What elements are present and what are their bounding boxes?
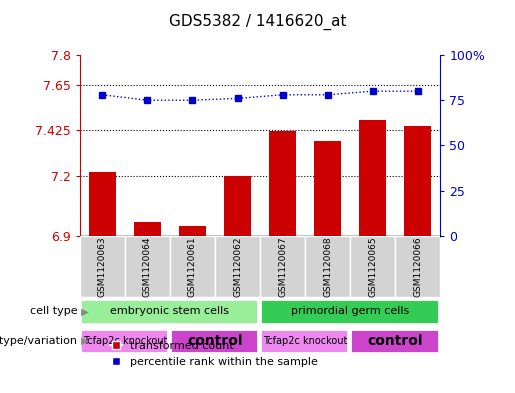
Text: GSM1120063: GSM1120063 [98, 236, 107, 297]
Text: embryonic stem cells: embryonic stem cells [110, 307, 230, 316]
Text: ▶: ▶ [78, 307, 89, 316]
Bar [170, 329, 258, 353]
Text: GSM1120067: GSM1120067 [278, 236, 287, 297]
Text: ▶: ▶ [78, 336, 89, 346]
Bar [260, 329, 348, 353]
Text: Tcfap2c knockout: Tcfap2c knockout [83, 336, 167, 346]
Bar [215, 236, 260, 297]
Bar [396, 236, 440, 297]
Text: GSM1120066: GSM1120066 [414, 236, 422, 297]
Bar [80, 329, 168, 353]
Text: GSM1120065: GSM1120065 [368, 236, 377, 297]
Bar [305, 236, 350, 297]
Bar [350, 329, 438, 353]
Text: GSM1120061: GSM1120061 [188, 236, 197, 297]
Text: GSM1120062: GSM1120062 [233, 236, 242, 296]
Bar [80, 299, 258, 324]
Text: primordial germ cells: primordial germ cells [291, 307, 409, 316]
Text: genotype/variation: genotype/variation [0, 336, 77, 346]
Bar [170, 236, 215, 297]
Bar [224, 176, 251, 236]
Bar [260, 299, 438, 324]
Text: cell type: cell type [30, 307, 77, 316]
Bar [80, 236, 125, 297]
Bar [260, 236, 305, 297]
Text: Tcfap2c knockout: Tcfap2c knockout [263, 336, 347, 346]
Legend: transformed count, percentile rank within the sample: transformed count, percentile rank withi… [106, 336, 323, 372]
Bar [179, 226, 206, 236]
Text: GDS5382 / 1416620_at: GDS5382 / 1416620_at [169, 14, 346, 30]
Text: control: control [368, 334, 423, 348]
Bar [89, 171, 116, 236]
Bar [125, 236, 170, 297]
Text: control: control [187, 334, 243, 348]
Bar [269, 131, 296, 236]
Text: GSM1120064: GSM1120064 [143, 236, 152, 296]
Bar [359, 120, 386, 236]
Bar [314, 141, 341, 236]
Bar [404, 126, 431, 236]
Text: GSM1120068: GSM1120068 [323, 236, 332, 297]
Bar [134, 222, 161, 236]
Bar [350, 236, 396, 297]
